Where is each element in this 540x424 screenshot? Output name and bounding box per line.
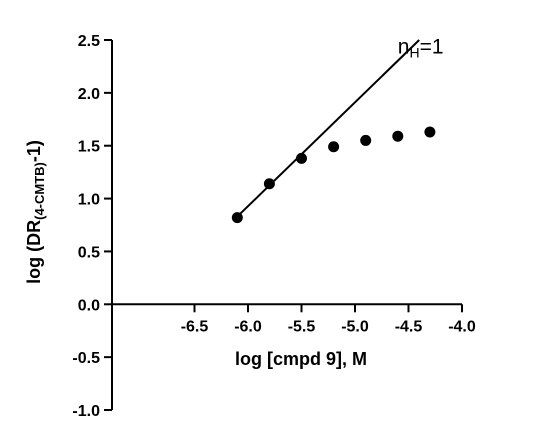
data-point [263, 178, 275, 190]
data-point [231, 212, 243, 224]
x-tick-label: -5.0 [341, 318, 369, 335]
data-point [424, 126, 436, 138]
hill-slope-annotation: nH=1 [398, 36, 444, 61]
x-tick-label: -4.0 [448, 318, 476, 335]
y-axis-title-subscript: (4-CMTB) [32, 162, 47, 220]
y-tick-label: 1.5 [78, 139, 100, 156]
y-tick-label: 0.5 [78, 244, 100, 261]
x-tick-label: -4.5 [395, 318, 423, 335]
annotation-subscript: H [409, 45, 419, 61]
y-tick-label: 2.0 [78, 86, 100, 103]
y-tick-label: 2.5 [78, 33, 100, 50]
data-point [296, 152, 307, 164]
x-axis-title: log [cmpd 9], M [235, 349, 367, 369]
plot-marks [231, 39, 436, 224]
y-tick-label: -0.5 [72, 350, 100, 367]
x-tick-label: -6.5 [181, 318, 209, 335]
slope-one-line [236, 39, 420, 218]
data-point [328, 141, 340, 153]
annotation-suffix: =1 [420, 36, 444, 59]
data-point [360, 134, 372, 146]
y-tick-label: -1.0 [72, 403, 100, 420]
y-tick-label: 0.0 [78, 297, 100, 314]
x-tick-label: -5.5 [288, 318, 316, 335]
axes: -1.0 -0.5 0.0 0.5 1.0 1.5 2.0 2.5 -6.5 -6.0 -5.5 -5… [72, 33, 475, 420]
y-axis-title-prefix: log (DR [24, 220, 44, 284]
annotation-base: n [398, 36, 410, 59]
y-axis-title: log (DR(4-CMTB)-1) [24, 140, 47, 284]
y-tick-label: 1.0 [78, 192, 100, 209]
y-axis-title-suffix: -1) [24, 140, 44, 162]
x-tick-label: -6.0 [234, 318, 262, 335]
data-point [392, 130, 404, 142]
